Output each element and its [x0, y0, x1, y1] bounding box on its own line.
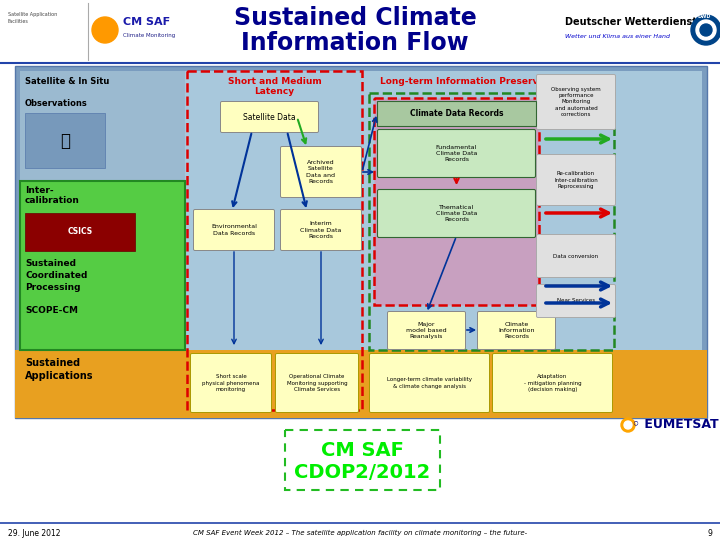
Circle shape — [700, 24, 712, 36]
Bar — [20, 91, 185, 350]
Bar — [20, 181, 185, 350]
Text: Processing: Processing — [25, 283, 81, 292]
Text: Data conversion: Data conversion — [554, 253, 598, 259]
Text: Deutscher Wetterdienst: Deutscher Wetterdienst — [565, 17, 697, 27]
Bar — [187, 71, 362, 410]
Text: calibration: calibration — [25, 196, 80, 205]
Text: Inter-: Inter- — [25, 186, 53, 195]
FancyBboxPatch shape — [281, 210, 361, 251]
Text: Satellite Application
Facilities: Satellite Application Facilities — [8, 12, 58, 24]
Text: SCOPE-CM: SCOPE-CM — [25, 306, 78, 315]
Text: Operational Climate
Monitoring supporting
Climate Services: Operational Climate Monitoring supportin… — [287, 374, 347, 392]
Text: Sustained: Sustained — [25, 259, 76, 268]
FancyBboxPatch shape — [276, 354, 359, 413]
Bar — [535, 71, 617, 350]
Circle shape — [624, 421, 632, 429]
FancyBboxPatch shape — [536, 285, 616, 318]
Text: Environmental
Data Records: Environmental Data Records — [211, 225, 257, 235]
Bar — [20, 71, 702, 413]
Bar — [25, 213, 135, 251]
Text: Interim
Climate Data
Records: Interim Climate Data Records — [300, 221, 342, 239]
Text: CM SAF: CM SAF — [321, 442, 404, 461]
Text: Climate Data Records: Climate Data Records — [410, 109, 503, 118]
Text: CM SAF: CM SAF — [123, 17, 170, 27]
Circle shape — [691, 15, 720, 45]
Text: 29. June 2012: 29. June 2012 — [8, 529, 60, 537]
Text: 🌍: 🌍 — [60, 132, 70, 150]
Circle shape — [92, 17, 118, 43]
Text: Short and Medium: Short and Medium — [228, 77, 321, 85]
FancyBboxPatch shape — [369, 354, 490, 413]
FancyBboxPatch shape — [377, 130, 536, 178]
Circle shape — [621, 418, 635, 432]
Text: Satellite Data: Satellite Data — [243, 112, 296, 122]
Text: Coordinated: Coordinated — [25, 271, 87, 280]
Bar — [15, 66, 707, 418]
Text: Observations: Observations — [25, 99, 88, 108]
Text: Re-calibration
Inter-calibration
Reprocessing: Re-calibration Inter-calibration Reproce… — [554, 171, 598, 188]
Bar — [15, 350, 707, 418]
FancyBboxPatch shape — [536, 154, 616, 206]
Text: Satellite & In Situ: Satellite & In Situ — [25, 77, 109, 85]
Text: CDOP2/2012: CDOP2/2012 — [294, 462, 431, 482]
Text: Adaptation
- mitigation planning
(decision making): Adaptation - mitigation planning (decisi… — [523, 374, 581, 392]
Bar — [0, 0, 720, 63]
Text: CSICS: CSICS — [68, 227, 93, 237]
Bar — [369, 93, 614, 350]
Bar — [20, 71, 185, 91]
Text: 9: 9 — [707, 529, 712, 537]
Text: ◦ EUMETSAT: ◦ EUMETSAT — [632, 418, 719, 431]
FancyBboxPatch shape — [191, 354, 271, 413]
Bar — [285, 430, 440, 490]
FancyBboxPatch shape — [492, 354, 613, 413]
Text: Observing system
performance
Monitoring
and automated
corrections: Observing system performance Monitoring … — [551, 87, 601, 117]
FancyBboxPatch shape — [536, 75, 616, 130]
Text: Fundamental
Climate Data
Records: Fundamental Climate Data Records — [436, 145, 477, 162]
Text: Thematical
Climate Data
Records: Thematical Climate Data Records — [436, 205, 477, 222]
Text: Sustained
Applications: Sustained Applications — [25, 358, 94, 381]
FancyBboxPatch shape — [536, 234, 616, 278]
Text: Information Flow: Information Flow — [241, 31, 469, 55]
Text: DWD: DWD — [697, 14, 711, 18]
FancyBboxPatch shape — [194, 210, 274, 251]
FancyBboxPatch shape — [377, 190, 536, 238]
Text: CM SAF Event Week 2012 – The satellite application facility on climate monitorin: CM SAF Event Week 2012 – The satellite a… — [193, 530, 527, 536]
Text: Long-term Information Preservation: Long-term Information Preservation — [379, 77, 564, 85]
Bar — [374, 98, 539, 305]
FancyBboxPatch shape — [387, 312, 466, 349]
Text: Longer-term climate variability
& climate change analysis: Longer-term climate variability & climat… — [387, 377, 472, 389]
Text: Climate
Information
Records: Climate Information Records — [498, 322, 535, 339]
FancyBboxPatch shape — [220, 102, 318, 132]
Text: Short scale
physical phenomena
monitoring: Short scale physical phenomena monitorin… — [202, 374, 260, 392]
Text: Climate Monitoring: Climate Monitoring — [123, 32, 175, 37]
Text: Latency: Latency — [254, 86, 294, 96]
FancyBboxPatch shape — [281, 146, 361, 198]
Text: Archived
Satellite
Data and
Records: Archived Satellite Data and Records — [307, 160, 336, 184]
Text: Near Services: Near Services — [557, 299, 595, 303]
Circle shape — [696, 20, 716, 40]
Bar — [377, 101, 536, 126]
Text: Sustained Climate: Sustained Climate — [233, 6, 477, 30]
Bar — [25, 113, 105, 168]
Text: Wetter und Klima aus einer Hand: Wetter und Klima aus einer Hand — [565, 33, 670, 38]
Text: Major
model based
Reanalysis: Major model based Reanalysis — [406, 322, 447, 339]
FancyBboxPatch shape — [477, 312, 556, 349]
